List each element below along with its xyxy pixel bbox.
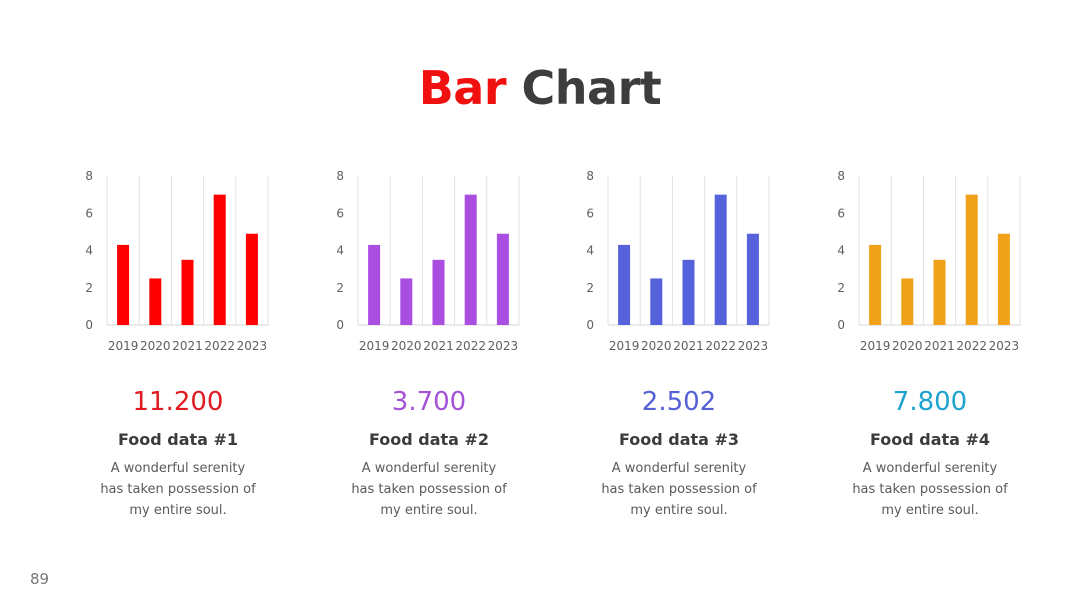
x-tick-label: 2020	[892, 339, 923, 353]
food-card-2: 0 2 4 6 8 2019 2020 2021 2022 2023 3.700 Food dat…	[304, 160, 554, 540]
y-tick-label: 8	[586, 169, 594, 183]
x-tick-label: 2020	[140, 339, 171, 353]
slide-title: Bar Chart	[0, 58, 1080, 118]
x-tick-label: 2020	[391, 339, 422, 353]
bar-chart-2: 0 2 4 6 8 2019 2020 2021 2022 2023	[336, 169, 520, 353]
bar-2023	[997, 233, 1010, 325]
bar-2020	[901, 278, 914, 325]
metric-value: 3.700	[391, 387, 467, 417]
title-word-chart: Chart	[521, 61, 662, 115]
y-tick-label: 6	[586, 206, 594, 220]
food-card-3: 0 2 4 6 8 2019 2020 2021 2022 2023 2.502 Food dat…	[554, 160, 804, 540]
bar-chart-3: 0 2 4 6 8 2019 2020 2021 2022 2023	[586, 169, 770, 353]
x-tick-label: 2019	[860, 339, 891, 353]
x-tick-label: 2021	[924, 339, 955, 353]
y-tick-label: 8	[336, 169, 344, 183]
bar-2021	[933, 259, 946, 325]
y-tick-label: 4	[837, 244, 845, 258]
x-tick-label: 2022	[455, 339, 486, 353]
y-tick-label: 6	[336, 206, 344, 220]
bar-chart-1: 0 2 4 6 8 2019 2020 2021 2022 2023	[85, 169, 269, 353]
bar-2019	[368, 244, 381, 325]
x-tick-label: 2022	[705, 339, 736, 353]
bar-2022	[714, 194, 727, 325]
y-tick-label: 4	[85, 244, 93, 258]
metric-value: 7.800	[892, 387, 968, 417]
y-tick-label: 2	[336, 281, 344, 295]
x-tick-label: 2022	[956, 339, 987, 353]
card-label: Food data #2	[368, 430, 490, 449]
y-tick-label: 0	[586, 318, 594, 332]
bar-2023	[746, 233, 759, 325]
x-tick-label: 2019	[609, 339, 640, 353]
card-description: A wonderful serenity has taken possessio…	[852, 461, 1008, 518]
food-card-4: 0 2 4 6 8 2019 2020 2021 2022 2023 7.800 Food dat…	[805, 160, 1055, 540]
x-tick-label: 2023	[237, 339, 268, 353]
x-tick-label: 2023	[488, 339, 519, 353]
x-tick-label: 2020	[641, 339, 672, 353]
y-tick-label: 2	[85, 281, 93, 295]
bar-chart-4: 0 2 4 6 8 2019 2020 2021 2022 2023	[837, 169, 1021, 353]
bar-2023	[496, 233, 509, 325]
bar-2023	[245, 233, 258, 325]
y-tick-label: 4	[586, 244, 594, 258]
y-tick-label: 2	[586, 281, 594, 295]
x-tick-label: 2021	[172, 339, 203, 353]
bar-2022	[464, 194, 477, 325]
x-tick-label: 2019	[108, 339, 139, 353]
card-label: Food data #3	[618, 430, 740, 449]
y-tick-label: 0	[336, 318, 344, 332]
y-tick-label: 4	[336, 244, 344, 258]
x-tick-label: 2021	[673, 339, 704, 353]
y-tick-label: 0	[85, 318, 93, 332]
y-tick-label: 6	[85, 206, 93, 220]
metric-value: 11.200	[132, 387, 224, 417]
title-word-bar: Bar	[418, 61, 507, 115]
metric-value: 2.502	[641, 387, 717, 417]
y-tick-label: 2	[837, 281, 845, 295]
bar-2019	[117, 244, 130, 325]
x-tick-label: 2023	[738, 339, 769, 353]
card-label: Food data #4	[869, 430, 991, 449]
x-tick-label: 2022	[204, 339, 235, 353]
x-tick-label: 2023	[989, 339, 1020, 353]
card-description: A wonderful serenity has taken possessio…	[351, 461, 507, 518]
page-number: 89	[30, 570, 50, 588]
bar-2019	[869, 244, 882, 325]
y-tick-label: 8	[85, 169, 93, 183]
x-tick-label: 2019	[359, 339, 390, 353]
x-tick-label: 2021	[423, 339, 454, 353]
bar-2021	[432, 259, 445, 325]
bar-2019	[618, 244, 631, 325]
food-card-1: 0 2 4 6 8 2019 2020 2021 2022 2023 11.200 Food da…	[53, 160, 303, 540]
card-description: A wonderful serenity has taken possessio…	[100, 461, 256, 518]
bar-2020	[149, 278, 162, 325]
bar-2021	[181, 259, 194, 325]
bar-2022	[213, 194, 226, 325]
card-description: A wonderful serenity has taken possessio…	[601, 461, 757, 518]
y-tick-label: 0	[837, 318, 845, 332]
bar-2020	[650, 278, 663, 325]
card-label: Food data #1	[117, 430, 239, 449]
y-tick-label: 6	[837, 206, 845, 220]
bar-2020	[400, 278, 413, 325]
bar-2021	[682, 259, 695, 325]
y-tick-label: 8	[837, 169, 845, 183]
bar-2022	[965, 194, 978, 325]
